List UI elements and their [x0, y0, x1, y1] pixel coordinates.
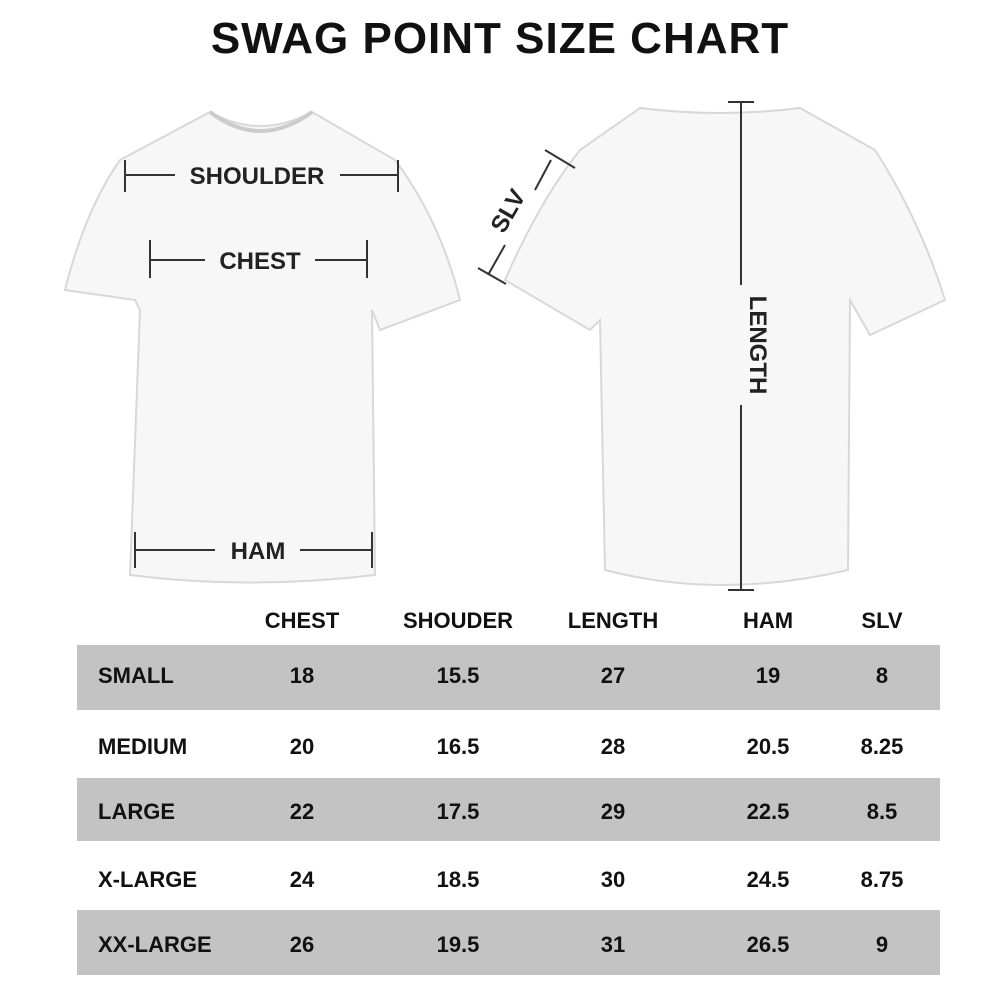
size-label: X-LARGE [98, 867, 197, 892]
size-label: XX-LARGE [98, 932, 212, 957]
page-title: SWAG POINT SIZE CHART [210, 14, 790, 63]
column-header: CHEST [264, 608, 340, 633]
sleeve-label: SLV [486, 185, 532, 237]
table-cell: 29 [600, 799, 626, 824]
front-shirt: SHOULDER CHEST HAM [63, 110, 462, 584]
column-header: LENGTH [567, 608, 659, 633]
table-cell: 19.5 [436, 932, 480, 957]
row-band [77, 910, 940, 975]
size-label: MEDIUM [98, 734, 188, 759]
table-cell: 8.25 [860, 734, 904, 759]
column-header: SLV [861, 608, 903, 633]
table-cell: 24.5 [746, 867, 790, 892]
table-cell: 28 [600, 734, 626, 759]
table-cell: 8.75 [860, 867, 904, 892]
table-cell: 8 [875, 663, 889, 688]
table-cell: 8.5 [866, 799, 898, 824]
column-header: SHOUDER [402, 608, 514, 633]
table-cell: 16.5 [436, 734, 480, 759]
table-cell: 19 [755, 663, 781, 688]
size-label: SMALL [98, 663, 174, 688]
length-label: LENGTH [744, 296, 771, 395]
table-cell: 20.5 [746, 734, 790, 759]
table-cell: 31 [600, 932, 626, 957]
table-cell: 18.5 [436, 867, 480, 892]
table-cell: 15.5 [436, 663, 480, 688]
table-cell: 26 [289, 932, 315, 957]
back-shirt: LENGTH SLV [477, 101, 947, 591]
table-cell: 26.5 [746, 932, 790, 957]
chest-label: CHEST [219, 248, 301, 275]
table-cell: 17.5 [436, 799, 480, 824]
shirt-diagram: SHOULDER CHEST HAM LENGTH SLV [63, 101, 947, 591]
shoulder-label: SHOULDER [190, 163, 325, 190]
table-cell: 9 [875, 932, 889, 957]
hem-label: HAM [231, 538, 286, 565]
table-cell: 22.5 [746, 799, 790, 824]
column-header: HAM [742, 608, 794, 633]
row-band [77, 778, 940, 841]
table-cell: 24 [289, 867, 315, 892]
table-cell: 30 [600, 867, 626, 892]
table-cell: 27 [600, 663, 626, 688]
table-cell: 20 [289, 734, 315, 759]
row-band [77, 645, 940, 710]
table-cell: 22 [289, 799, 315, 824]
size-label: LARGE [98, 799, 175, 824]
table-cell: 18 [289, 663, 315, 688]
